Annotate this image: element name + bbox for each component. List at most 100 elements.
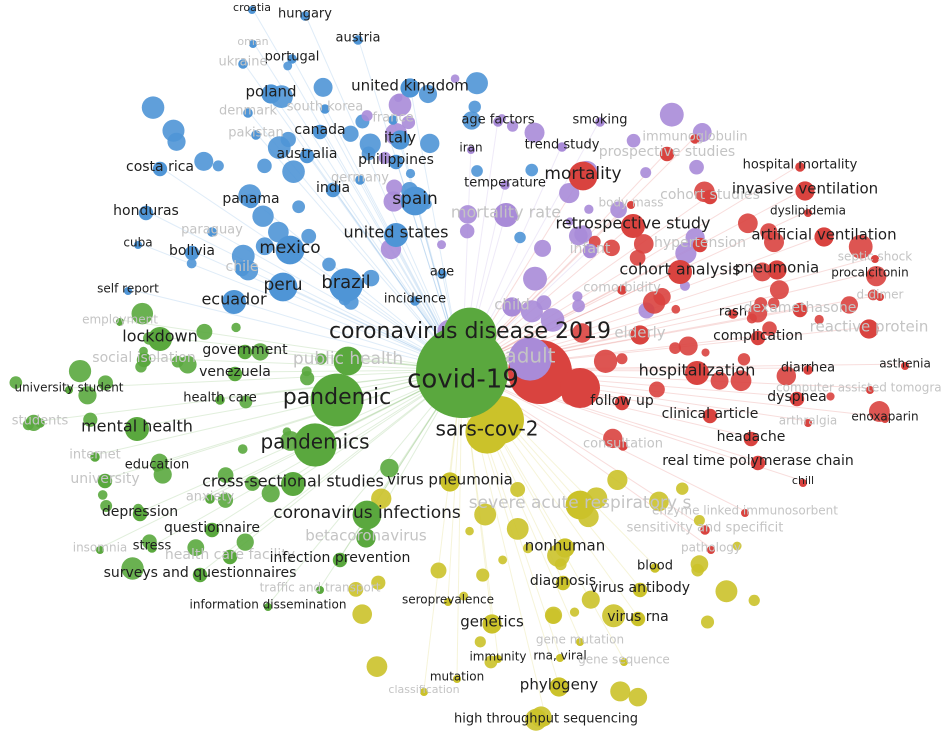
node [251, 130, 261, 140]
edge [94, 369, 463, 456]
term-label: lockdown [122, 327, 197, 346]
node [502, 297, 522, 317]
node [607, 469, 628, 491]
node [630, 325, 650, 345]
term-label: internet [69, 448, 120, 463]
term-label: covid-19 [407, 365, 519, 395]
node [125, 417, 149, 441]
node [876, 293, 884, 301]
node [901, 362, 909, 370]
term-label: age factors [461, 113, 534, 128]
node [356, 528, 376, 548]
node [675, 242, 697, 264]
node [96, 546, 104, 554]
node [131, 302, 154, 325]
node [554, 558, 567, 571]
term-label: phylogeny [520, 676, 599, 694]
term-label: germany [331, 171, 389, 186]
node [237, 444, 248, 454]
node [649, 491, 669, 512]
node [186, 258, 197, 269]
term-label: comorbidity [583, 281, 661, 296]
term-label: asthenia [879, 357, 931, 371]
node [692, 237, 708, 253]
node [572, 299, 585, 313]
node [671, 304, 681, 314]
node [603, 428, 623, 449]
edge [229, 369, 463, 556]
node [313, 77, 333, 97]
node [194, 151, 214, 171]
node [437, 269, 447, 279]
node [380, 458, 399, 478]
node [584, 204, 594, 214]
term-label: chill [792, 474, 814, 487]
node [355, 175, 365, 185]
edge [267, 369, 463, 606]
node [353, 35, 363, 45]
node [506, 517, 529, 540]
term-label: pandemic [283, 385, 392, 410]
node [97, 473, 113, 489]
node [261, 484, 280, 503]
node [668, 260, 692, 284]
node [702, 408, 718, 424]
node [132, 506, 148, 522]
term-label: hypertension [654, 235, 746, 251]
term-label: mental health [81, 417, 193, 436]
node [249, 40, 257, 48]
node [386, 179, 403, 196]
node [136, 352, 152, 368]
term-label: pakistan [228, 126, 283, 141]
edge [456, 369, 463, 678]
term-label: cuba [123, 236, 152, 250]
node [574, 225, 592, 243]
term-label: cohort studies [660, 187, 760, 203]
term-label: iran [459, 141, 482, 155]
node [593, 349, 618, 373]
node [320, 104, 330, 114]
node [544, 606, 563, 624]
node [97, 375, 113, 391]
term-label: virus pneumonia [387, 471, 513, 489]
term-label: cohort analysis [619, 260, 740, 279]
node [776, 366, 797, 386]
node [251, 343, 269, 361]
node [881, 415, 889, 423]
term-label: adult [504, 344, 555, 368]
node [659, 102, 684, 127]
edge [159, 166, 463, 371]
term-label: depression [102, 504, 178, 520]
term-label: health care [183, 391, 256, 406]
term-label: blood [637, 559, 673, 574]
node [236, 533, 254, 551]
node [138, 205, 154, 221]
term-label: computer assisted tomography [776, 381, 941, 395]
node [629, 249, 646, 266]
node [650, 563, 660, 573]
node [459, 223, 475, 239]
node [474, 636, 486, 648]
node [737, 213, 758, 234]
term-label: spain [392, 189, 438, 209]
edge [136, 369, 463, 428]
node [78, 386, 97, 405]
node [814, 227, 834, 247]
node [268, 272, 298, 302]
term-label: dyspnea [767, 389, 826, 405]
node [523, 266, 547, 291]
term-label: seroprevalence [402, 593, 494, 607]
node [678, 336, 698, 356]
node [620, 658, 628, 666]
node [359, 133, 381, 155]
node [287, 54, 297, 64]
edge [304, 13, 463, 371]
node [465, 72, 488, 95]
node [222, 549, 238, 565]
term-label: bolivia [169, 243, 215, 259]
node [444, 598, 452, 606]
term-label: portugal [265, 50, 320, 65]
node [524, 122, 545, 143]
term-label: diagnosis [530, 573, 596, 589]
